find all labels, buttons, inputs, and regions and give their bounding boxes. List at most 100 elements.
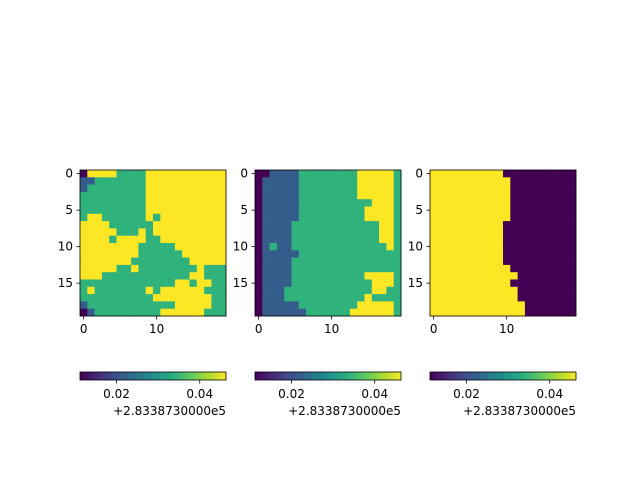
heatmap-cell [379,257,387,266]
heatmap-cell [349,286,358,295]
heatmap-cell [459,206,467,215]
heatmap-cell [539,170,548,178]
heatmap-cell [503,177,511,185]
heatmap-cell [517,184,526,193]
heatmap-cell [335,199,343,207]
heatmap-cell [371,199,380,207]
heatmap-cell [393,279,402,288]
heatmap-cell [320,206,329,215]
heatmap-cell [80,286,88,295]
heatmap-cell [451,235,460,244]
heatmap-cell [539,213,548,222]
heatmap-cell [459,170,467,178]
heatmap-cell [379,206,387,215]
heatmap-cell [430,191,438,200]
heatmap-cell [167,191,176,200]
heatmap-cell [524,235,533,244]
heatmap-cell [451,199,460,207]
heatmap-cell [386,250,394,258]
heatmap-cell [182,235,190,244]
heatmap-cell [437,279,445,288]
heatmap-cell [291,264,300,273]
heatmap-cell [204,279,212,288]
heatmap-cell [94,213,103,222]
heatmap-cell [123,228,132,236]
heatmap-cell [524,213,533,222]
heatmap-cell [488,184,496,193]
heatmap-cell [335,184,343,193]
heatmap-cell [138,191,146,200]
heatmap-cell [393,206,402,215]
heatmap-cell [517,221,526,229]
heatmap-cell [218,228,227,236]
heatmap-cell [568,294,577,302]
heatmap-cell [160,235,168,244]
heatmap-cell [87,286,95,295]
heatmap-cell [189,294,198,302]
heatmap-cell [153,191,161,200]
y-tick-label: 15 [58,276,73,290]
heatmap-cell [145,279,154,288]
heatmap-cell [342,272,351,280]
heatmap-cell [320,301,329,309]
heatmap-cell [131,250,139,258]
heatmap-cell [131,243,139,251]
heatmap-cell [320,286,329,295]
heatmap-cell [291,170,300,178]
heatmap-cell [87,177,95,185]
colorbar-offset-label: +2.8338730000e5 [463,404,576,418]
heatmap-cell [357,206,365,215]
heatmap-cell [167,170,176,178]
heatmap-cell [532,213,540,222]
heatmap-cell [444,235,453,244]
heatmap-cell [182,170,190,178]
heatmap-cell [481,213,489,222]
heatmap-cell [473,228,482,236]
heatmap-cell [80,184,88,193]
heatmap-cell [298,184,307,193]
heatmap-cell [503,308,511,317]
x-tick-label: 0 [255,322,263,336]
heatmap-cell [189,279,198,288]
heatmap-cell [524,199,533,207]
heatmap-cell [298,294,307,302]
heatmap-cell [539,199,548,207]
heatmap-cell [262,257,270,266]
heatmap-cell [101,243,110,251]
heatmap-cell [495,286,504,295]
heatmap-cell [196,206,205,215]
heatmap-cell [284,264,292,273]
heatmap-cell [568,191,577,200]
heatmap-cell [495,213,504,222]
heatmap-cell [393,213,402,222]
heatmap-cell [430,294,438,302]
heatmap-cell [444,191,453,200]
heatmap-cell [488,228,496,236]
heatmap-cell [80,257,88,266]
heatmap-cell [276,177,285,185]
heatmap-cell [524,184,533,193]
heatmap-cell [364,294,373,302]
heatmap-cell [320,308,329,317]
heatmap-cell [539,228,548,236]
heatmap-cell [386,221,394,229]
heatmap-cell [459,213,467,222]
heatmap-cell [167,177,176,185]
heatmap-cell [313,213,321,222]
heatmap-cell [539,257,548,266]
heatmap-cell [393,243,402,251]
heatmap-cell [284,243,292,251]
heatmap-cell [189,235,198,244]
heatmap-cell [123,264,132,273]
heatmap-cell [459,228,467,236]
heatmap-cell [495,264,504,273]
heatmap-cell [262,213,270,222]
heatmap-cell [357,228,365,236]
heatmap-cell [481,184,489,193]
heatmap-cell [379,286,387,295]
heatmap-cell [320,294,329,302]
heatmap-cell [284,294,292,302]
heatmap-cell [546,228,555,236]
heatmap-cell [101,199,110,207]
heatmap-cell [174,257,183,266]
